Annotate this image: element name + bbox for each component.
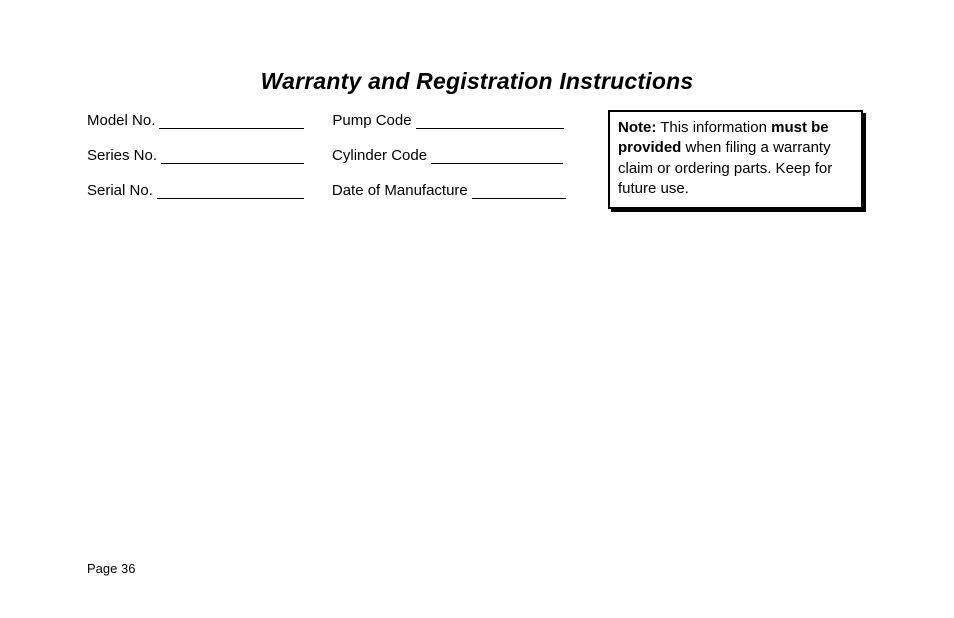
note-text-1: This information — [656, 119, 771, 136]
field-label: Model No. — [87, 112, 159, 129]
field-blank[interactable] — [157, 184, 304, 199]
field-label: Serial No. — [87, 182, 157, 199]
field-label: Cylinder Code — [332, 147, 431, 164]
page-title: Warranty and Registration Instructions — [0, 68, 954, 95]
fields-row-1: Series No. Cylinder Code — [87, 147, 587, 164]
field-label: Date of Manufacture — [332, 182, 472, 199]
fields-row-2: Serial No. Date of Manufacture — [87, 182, 587, 199]
fields-block: Model No. Pump Code Series No. Cylinder … — [87, 112, 587, 217]
field-series-no: Series No. — [87, 147, 304, 164]
note-box: Note: This information must be provided … — [608, 110, 863, 209]
field-label: Series No. — [87, 147, 161, 164]
field-serial-no: Serial No. — [87, 182, 304, 199]
note-bold-1: Note: — [618, 119, 656, 136]
field-blank[interactable] — [472, 184, 566, 199]
field-blank[interactable] — [431, 149, 563, 164]
field-blank[interactable] — [416, 114, 564, 129]
field-cylinder-code: Cylinder Code — [332, 147, 563, 164]
field-date-of-manufacture: Date of Manufacture — [332, 182, 566, 199]
page-container: Warranty and Registration Instructions M… — [0, 0, 954, 618]
field-label: Pump Code — [332, 112, 415, 129]
field-blank[interactable] — [159, 114, 304, 129]
field-pump-code: Pump Code — [332, 112, 563, 129]
field-blank[interactable] — [161, 149, 304, 164]
field-model-no: Model No. — [87, 112, 304, 129]
fields-row-0: Model No. Pump Code — [87, 112, 587, 129]
page-number: Page 36 — [87, 561, 135, 576]
